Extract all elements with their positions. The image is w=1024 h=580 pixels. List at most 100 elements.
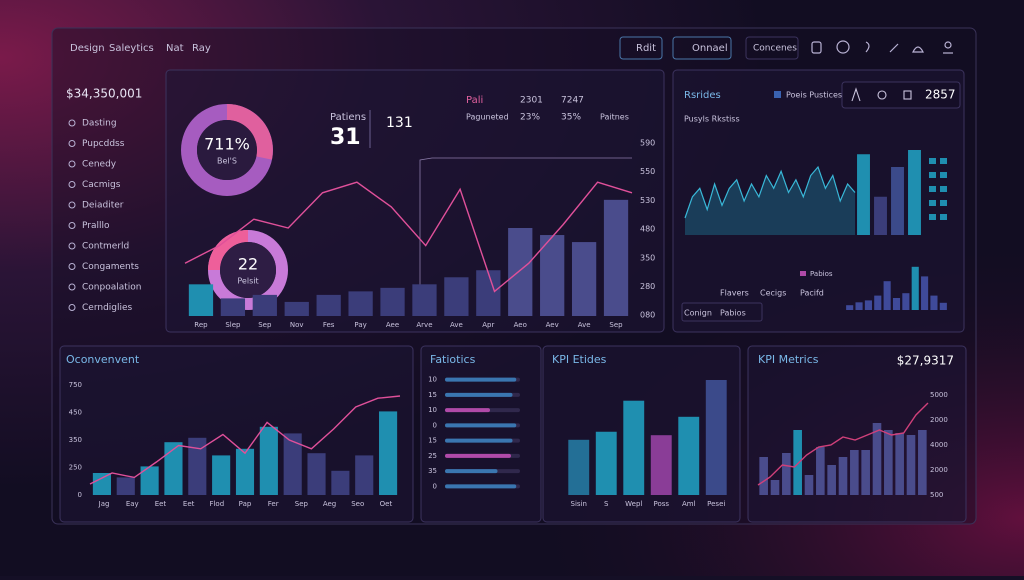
bar (188, 437, 207, 495)
legend-label: Pabios (810, 270, 833, 278)
sidebar-item[interactable]: Cerndiglies (82, 303, 133, 313)
nav-item[interactable]: Nat (166, 43, 184, 54)
x-tick-label: Ave (450, 321, 463, 329)
axis-label: 750 (69, 381, 82, 389)
bar (827, 465, 836, 495)
sidebar-total: $34,350,001 (66, 87, 142, 101)
x-tick-label: Slep (225, 321, 241, 329)
bar (445, 438, 513, 443)
panel-title: KPI Metrics (758, 353, 819, 366)
button-label[interactable]: Onnael (692, 43, 728, 54)
nav-item[interactable]: Saleytics (109, 43, 154, 54)
axis-label: 550 (640, 167, 655, 176)
bar (140, 466, 159, 495)
bar (188, 284, 214, 316)
sidebar-item[interactable]: Conpoalation (82, 283, 141, 293)
bar (874, 295, 882, 310)
axis-label: Conign (684, 309, 712, 318)
axis-label: 480 (640, 225, 655, 234)
axis-label: 530 (640, 196, 655, 205)
stat-value: 131 (386, 115, 413, 131)
sidebar-item[interactable]: Congaments (82, 262, 139, 272)
bar (444, 277, 469, 316)
bar (705, 380, 727, 495)
x-tick-label: Pesei (707, 500, 725, 508)
bar (857, 154, 870, 235)
filter-box[interactable] (681, 302, 763, 322)
bar (568, 439, 590, 495)
x-tick-label: Aml (682, 500, 696, 508)
button[interactable] (619, 36, 663, 60)
stat-label: Pali (466, 95, 483, 106)
toolbar-icons[interactable] (811, 40, 953, 54)
panel-title: Rsrides (684, 90, 721, 101)
button-label[interactable]: Rdit (636, 43, 656, 54)
line (757, 402, 929, 486)
bar (259, 426, 278, 495)
toolbar[interactable] (841, 81, 961, 109)
bar (884, 430, 893, 495)
button[interactable] (745, 36, 799, 60)
axis-label: 35 (428, 467, 437, 475)
button-label[interactable]: Concenes (753, 44, 797, 54)
axis-label: Cecigs (760, 289, 786, 298)
bar (911, 266, 919, 310)
donut-arc (226, 104, 273, 160)
bar (476, 270, 501, 316)
nav-item[interactable]: Design (70, 43, 105, 54)
sidebar-item[interactable]: Deiaditer (82, 201, 124, 211)
axis-label: 350 (640, 253, 655, 262)
sidebar-item[interactable]: Pralllo (82, 221, 110, 231)
bar (678, 416, 700, 495)
bar (212, 455, 231, 495)
x-tick-label: Poss (653, 500, 669, 508)
bar (380, 287, 405, 316)
sidebar-item[interactable]: Dasting (82, 119, 117, 129)
panel (59, 345, 414, 523)
sidebar-item[interactable]: Pupcddss (82, 139, 125, 149)
stat-value: 7247 (561, 96, 584, 106)
bar (92, 473, 111, 495)
x-tick-label: Fer (268, 500, 279, 508)
sidebar-icon (68, 140, 76, 147)
x-tick-label: Rep (194, 321, 208, 329)
bar (283, 433, 302, 495)
x-tick-label: Flod (209, 500, 224, 508)
donut-label: 22 (238, 255, 258, 274)
legend-swatch (774, 91, 781, 98)
x-tick-label: Eay (126, 500, 139, 508)
bar (921, 276, 929, 310)
bar (116, 477, 135, 495)
bar (445, 392, 513, 397)
sidebar-icon (68, 283, 76, 291)
bar (759, 457, 768, 495)
panel-title: KPI Etides (552, 353, 607, 366)
bar (540, 235, 565, 316)
sidebar-item[interactable]: Cenedy (82, 160, 117, 170)
bar (316, 294, 341, 316)
icon-grid (929, 158, 947, 220)
axis-label: Flavers (720, 289, 749, 298)
area (685, 167, 855, 235)
bar (445, 484, 517, 489)
bar (892, 298, 901, 310)
x-tick-label: S (604, 500, 609, 508)
bar (623, 400, 645, 495)
toolbar-icons[interactable] (851, 87, 912, 102)
bar (445, 453, 511, 458)
axis-label: 500 (930, 491, 943, 499)
button[interactable] (672, 36, 732, 60)
sidebar-icon (68, 160, 76, 168)
nav-item[interactable]: Ray (192, 43, 211, 54)
bar (861, 450, 870, 495)
bar (348, 291, 373, 316)
sidebar-item[interactable]: Contmerld (82, 242, 129, 252)
axis-label: 2000 (930, 466, 948, 474)
bar (816, 447, 825, 495)
axis-label: 10 (428, 376, 437, 384)
bar (864, 300, 872, 310)
bar (650, 435, 672, 495)
bar (379, 411, 398, 495)
bar (874, 196, 887, 235)
sidebar-item[interactable]: Cacmigs (82, 180, 121, 190)
